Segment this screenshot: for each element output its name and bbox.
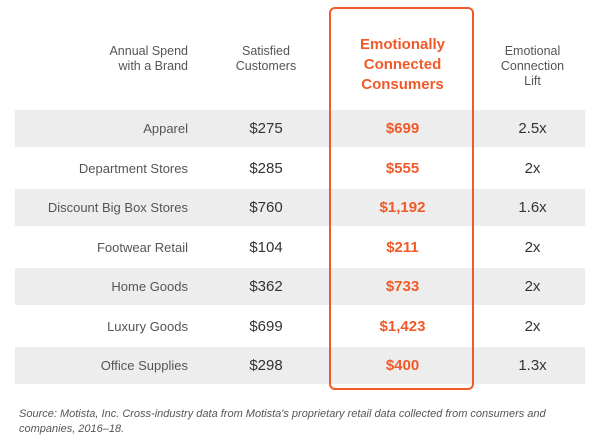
emotional-value: $733 xyxy=(385,278,420,295)
source-note: Source: Motista, Inc. Cross-industry dat… xyxy=(19,408,546,435)
lift-value: 1.6x xyxy=(518,199,547,216)
satisfied-value: $104 xyxy=(249,238,283,256)
table-row: Footwear Retail $104 $211 2x xyxy=(15,229,585,266)
column-header-category: Annual Spend with a Brand xyxy=(109,44,188,73)
lift-value: 2x xyxy=(524,317,541,335)
table-row: Home Goods $362 $733 2x xyxy=(15,268,585,305)
row-category-label: Apparel xyxy=(143,121,188,136)
emotional-value: $1,192 xyxy=(379,199,426,216)
lift-value: 2x xyxy=(524,159,541,177)
table-row: Discount Big Box Stores $760 $1,192 1.6x xyxy=(15,189,585,226)
lift-value: 2x xyxy=(524,278,541,295)
satisfied-value: $760 xyxy=(249,199,283,216)
satisfied-value: $285 xyxy=(249,159,283,177)
lift-value: 1.3x xyxy=(518,357,547,374)
emotional-value: $211 xyxy=(386,238,419,256)
satisfied-value: $298 xyxy=(249,357,283,374)
column-header-lift: Emotional Connection Lift xyxy=(500,44,565,88)
row-category-label: Home Goods xyxy=(111,279,188,294)
lift-value: 2x xyxy=(524,238,541,256)
highlight-frame xyxy=(329,7,474,390)
table-row: Apparel $275 $699 2.5x xyxy=(15,110,585,147)
table-row: Office Supplies $298 $400 1.3x xyxy=(15,347,585,384)
emotional-value: $400 xyxy=(385,357,420,374)
column-header-emotional: Emotionally Connected Consumers xyxy=(359,36,445,93)
emotional-value: $1,423 xyxy=(379,317,426,335)
row-category-label: Luxury Goods xyxy=(107,318,188,334)
emotional-value: $699 xyxy=(385,120,420,137)
row-category-label: Department Stores xyxy=(78,160,188,176)
lift-value: 2.5x xyxy=(518,120,547,137)
table-row: Luxury Goods $699 $1,423 2x xyxy=(15,308,585,345)
satisfied-value: $699 xyxy=(249,317,283,335)
row-category-label: Office Supplies xyxy=(100,358,188,373)
row-category-label: Discount Big Box Stores xyxy=(47,200,188,215)
emotional-value: $555 xyxy=(385,159,420,177)
satisfied-value: $362 xyxy=(249,278,283,295)
satisfied-value: $275 xyxy=(249,120,283,137)
row-category-label: Footwear Retail xyxy=(96,239,188,255)
column-header-satisfied: Satisfied Customers xyxy=(235,44,297,73)
table-row: Department Stores $285 $555 2x xyxy=(15,150,585,187)
